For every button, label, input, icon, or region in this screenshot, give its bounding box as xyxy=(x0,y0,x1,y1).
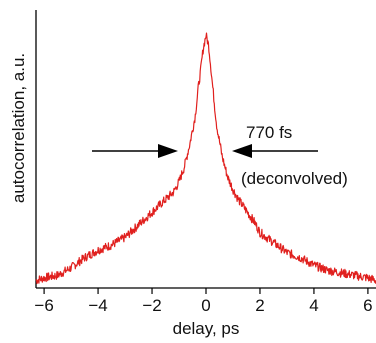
x-tick-label: 6 xyxy=(363,296,372,315)
axes xyxy=(35,10,376,289)
y-axis-title: autocorrelation, a.u. xyxy=(9,53,28,203)
x-tick-label: 4 xyxy=(309,296,318,315)
x-tick-label: 0 xyxy=(201,296,210,315)
plot-area xyxy=(35,32,376,285)
x-tick-label: −2 xyxy=(142,296,161,315)
series-line xyxy=(35,32,376,285)
annotation-width: 770 fs xyxy=(246,123,292,142)
annotation-deconvolved: (deconvolved) xyxy=(241,169,348,188)
x-ticks: −6 −4 −2 0 2 4 6 xyxy=(34,288,373,315)
annotations: 770 fs (deconvolved) xyxy=(92,123,348,188)
x-tick-label: 2 xyxy=(255,296,264,315)
x-tick-label: −6 xyxy=(34,296,53,315)
x-axis-title: delay, ps xyxy=(173,319,240,338)
right-arrow-head xyxy=(232,144,252,158)
left-arrow-head xyxy=(158,144,178,158)
x-tick-label: −4 xyxy=(88,296,107,315)
